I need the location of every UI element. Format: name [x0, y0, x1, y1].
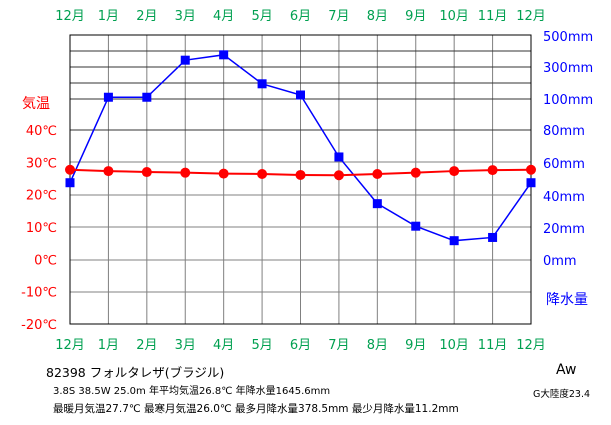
- month-label-top: 11月: [478, 9, 508, 24]
- precipitation-point: [180, 55, 190, 65]
- station-name: 82398 フォルタレザ(ブラジル): [46, 365, 225, 380]
- precipitation-point: [219, 50, 229, 60]
- precipitation-series: [65, 50, 536, 246]
- temperature-point: [218, 168, 229, 179]
- month-label-bottom: 1月: [98, 338, 119, 353]
- month-label-top: 5月: [251, 9, 272, 24]
- temperature-axis: 40℃ 30℃ 20℃ 10℃ 0℃ -10℃ -20℃: [21, 124, 57, 333]
- temperature-point: [526, 164, 536, 175]
- precipitation-point: [296, 90, 305, 100]
- temperature-point: [180, 167, 191, 178]
- precipitation-point: [411, 221, 421, 231]
- month-label-bottom: 6月: [290, 338, 311, 353]
- month-label-top: 12月: [55, 9, 85, 24]
- month-axis-bottom: 12月 1月 2月 3月 4月 5月 6月 7月 8月 9月 10月 11月 12月: [55, 338, 546, 353]
- month-label-top: 8月: [367, 9, 388, 24]
- precipitation-point: [526, 178, 536, 188]
- temperature-point: [372, 168, 383, 179]
- precipitation-axis: 500mm 300mm 100mm 80mm 60mm 40mm 20mm 0mm: [543, 30, 593, 269]
- precipitation-point: [334, 152, 344, 162]
- temperature-point: [141, 167, 152, 178]
- precipitation-point: [449, 236, 459, 246]
- month-label-top: 2月: [136, 9, 157, 24]
- temperature-tick-label: 40℃: [26, 124, 57, 139]
- temperature-point: [333, 170, 344, 181]
- temperature-tick-label: -10℃: [21, 286, 57, 301]
- temperature-tick-label: 30℃: [26, 156, 57, 171]
- month-label-bottom: 10月: [439, 338, 469, 353]
- month-label-top: 9月: [405, 9, 426, 24]
- precipitation-tick-label: 100mm: [543, 93, 593, 108]
- month-label-top: 1月: [98, 9, 119, 24]
- temperature-series: [65, 164, 536, 181]
- temperature-tick-label: 10℃: [26, 221, 57, 236]
- month-label-bottom: 11月: [478, 338, 508, 353]
- temperature-tick-label: 0℃: [34, 253, 57, 268]
- month-label-bottom: 12月: [55, 338, 85, 353]
- grid-lines: [70, 35, 531, 324]
- month-label-bottom: 12月: [516, 338, 546, 353]
- precipitation-point: [372, 199, 382, 209]
- temperature-tick-label: 20℃: [26, 189, 57, 204]
- precipitation-tick-label: 20mm: [543, 222, 585, 237]
- precipitation-point: [65, 178, 75, 188]
- month-label-bottom: 5月: [251, 338, 272, 353]
- month-axis-top: 12月 1月 2月 3月 4月 5月 6月 7月 8月 9月 10月 11月 12月: [55, 9, 546, 24]
- precipitation-point: [103, 92, 113, 102]
- precipitation-axis-title: 降水量: [546, 292, 588, 308]
- precipitation-tick-label: 0mm: [543, 254, 577, 269]
- station-extremes: 最暖月気温27.7℃ 最寒月気温26.0℃ 最多月降水量378.5mm 最少月降…: [53, 403, 459, 415]
- month-label-bottom: 7月: [328, 338, 349, 353]
- month-label-top: 4月: [213, 9, 234, 24]
- precipitation-tick-label: 60mm: [543, 157, 585, 172]
- climate-class: Aw: [556, 362, 577, 378]
- temperature-point: [295, 169, 306, 180]
- precipitation-tick-label: 80mm: [543, 124, 585, 139]
- month-label-bottom: 3月: [175, 338, 196, 353]
- temperature-tick-label: -20℃: [21, 318, 57, 333]
- precipitation-point: [257, 79, 267, 89]
- temperature-point: [65, 164, 75, 175]
- temperature-point: [487, 165, 498, 176]
- precipitation-point: [488, 232, 498, 242]
- precipitation-tick-label: 40mm: [543, 190, 585, 205]
- temperature-point: [449, 166, 460, 177]
- month-label-bottom: 2月: [136, 338, 157, 353]
- temperature-point: [257, 168, 268, 179]
- month-label-top: 6月: [290, 9, 311, 24]
- temperature-point: [410, 167, 421, 178]
- station-coordinates: 3.8S 38.5W 25.0m 年平均気温26.8℃ 年降水量1645.6mm: [53, 386, 331, 397]
- continentality-index: G大陸度23.4: [533, 389, 591, 400]
- month-label-top: 12月: [516, 9, 546, 24]
- month-label-top: 10月: [439, 9, 469, 24]
- month-label-bottom: 9月: [405, 338, 426, 353]
- precipitation-point: [142, 92, 152, 102]
- month-label-top: 7月: [328, 9, 349, 24]
- precipitation-tick-label: 500mm: [543, 30, 593, 45]
- month-label-bottom: 4月: [213, 338, 234, 353]
- temperature-axis-title: 気温: [22, 96, 50, 112]
- month-label-top: 3月: [175, 9, 196, 24]
- month-label-bottom: 8月: [367, 338, 388, 353]
- precipitation-tick-label: 300mm: [543, 61, 593, 76]
- temperature-point: [103, 166, 114, 177]
